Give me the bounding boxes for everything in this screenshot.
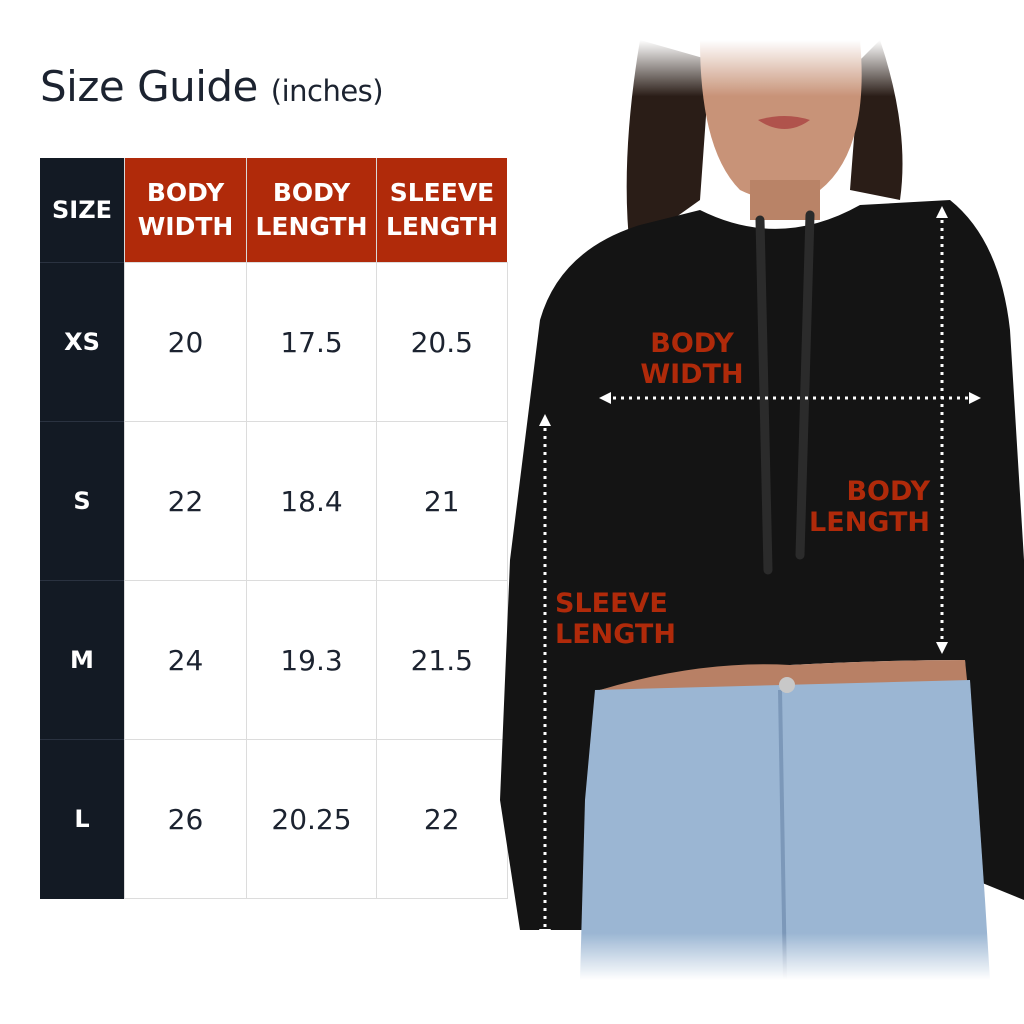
- header-body-width: BODY WIDTH: [124, 158, 247, 263]
- body-length-label: BODY LENGTH: [809, 476, 930, 538]
- body-width-cell: 24: [124, 580, 247, 740]
- title-text: Size Guide: [40, 62, 258, 111]
- sleeve-length-cell: 21.5: [376, 580, 508, 740]
- body-length-cell: 19.3: [246, 580, 377, 740]
- body-length-cell: 18.4: [246, 421, 377, 581]
- model-photo: [490, 40, 1024, 980]
- size-cell: S: [40, 421, 125, 581]
- sleeve-length-cell: 20.5: [376, 262, 508, 422]
- body-width-cell: 22: [124, 421, 247, 581]
- size-cell: XS: [40, 262, 125, 422]
- body-length-cell: 17.5: [246, 262, 377, 422]
- body-length-cell: 20.25: [246, 739, 377, 899]
- table-row: L 26 20.25 22: [40, 739, 508, 899]
- table-row: XS 20 17.5 20.5: [40, 262, 508, 422]
- table-row: S 22 18.4 21: [40, 421, 508, 581]
- size-cell: M: [40, 580, 125, 740]
- sleeve-length-cell: 22: [376, 739, 508, 899]
- sleeve-length-label: SLEEVE LENGTH: [555, 588, 676, 650]
- size-table: SIZE BODY WIDTH BODY LENGTH SLEEVE LENGTH X…: [40, 158, 508, 899]
- page-title: Size Guide (inches): [40, 62, 384, 111]
- table-row: M 24 19.3 21.5: [40, 580, 508, 740]
- header-size: SIZE: [40, 158, 125, 263]
- table-header-row: SIZE BODY WIDTH BODY LENGTH SLEEVE LENGTH: [40, 158, 507, 263]
- header-body-length: BODY LENGTH: [246, 158, 377, 263]
- body-width-cell: 20: [124, 262, 247, 422]
- body-width-label: BODY WIDTH: [640, 328, 744, 390]
- unit-label: (inches): [270, 74, 384, 108]
- header-sleeve-length: SLEEVE LENGTH: [376, 158, 507, 263]
- body-width-cell: 26: [124, 739, 247, 899]
- sleeve-length-cell: 21: [376, 421, 508, 581]
- size-cell: L: [40, 739, 125, 899]
